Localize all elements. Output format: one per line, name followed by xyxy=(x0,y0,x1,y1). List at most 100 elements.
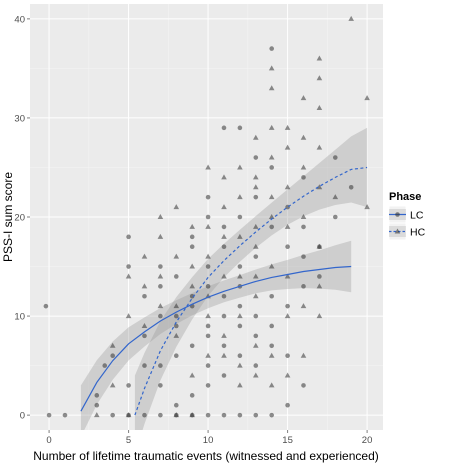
point-lc xyxy=(253,254,259,259)
point-hc xyxy=(205,352,211,358)
point-hc xyxy=(173,332,180,338)
fit-lines xyxy=(80,166,368,416)
point-lc xyxy=(102,363,108,368)
point-lc xyxy=(126,234,131,240)
point-lc xyxy=(301,224,306,230)
point-hc xyxy=(300,352,307,358)
legend-label-hc: HC xyxy=(410,227,426,239)
point-lc xyxy=(205,264,211,269)
point-lc xyxy=(269,323,274,329)
point-hc xyxy=(284,372,291,378)
point-hc xyxy=(252,293,259,299)
data-points xyxy=(43,15,370,418)
point-lc xyxy=(237,264,243,269)
point-lc xyxy=(285,303,290,309)
legend-marker-hc xyxy=(394,228,401,234)
point-lc xyxy=(221,293,227,299)
point-lc xyxy=(158,363,163,368)
point-lc xyxy=(173,274,179,279)
point-lc xyxy=(221,373,227,378)
point-hc xyxy=(125,273,132,279)
point-hc xyxy=(141,253,148,259)
point-lc xyxy=(285,244,290,250)
point-lc xyxy=(269,412,274,418)
point-hc xyxy=(300,134,307,140)
point-hc xyxy=(237,362,243,368)
point-hc xyxy=(316,144,323,150)
point-lc xyxy=(269,343,274,349)
point-lc xyxy=(205,363,211,368)
point-lc xyxy=(301,284,306,289)
point-hc xyxy=(252,134,259,140)
point-lc xyxy=(221,343,227,349)
point-lc xyxy=(189,234,195,240)
point-hc xyxy=(348,15,354,21)
point-hc xyxy=(221,204,227,210)
point-hc xyxy=(141,283,148,289)
point-hc xyxy=(221,233,227,239)
point-hc xyxy=(189,283,195,289)
point-hc xyxy=(268,85,275,91)
point-hc xyxy=(205,223,211,229)
point-hc xyxy=(284,144,291,150)
point-hc xyxy=(252,273,259,279)
point-lc xyxy=(237,323,243,329)
point-lc xyxy=(285,353,290,358)
point-lc xyxy=(253,333,259,339)
axis-ticks: 0 5 10 15 20 0 10 20 30 40 xyxy=(14,14,372,446)
point-hc xyxy=(268,154,275,160)
point-lc xyxy=(46,412,52,418)
point-hc xyxy=(252,342,259,348)
y-tick-label: 30 xyxy=(14,113,25,124)
point-hc xyxy=(221,332,227,338)
point-hc xyxy=(252,223,259,229)
point-lc xyxy=(142,333,147,339)
point-lc xyxy=(301,254,306,259)
y-tick-label: 20 xyxy=(14,213,25,224)
y-tick-label: 0 xyxy=(20,411,25,422)
legend-title: Phase xyxy=(389,191,421,203)
point-lc xyxy=(253,412,259,418)
point-hc xyxy=(173,204,180,210)
point-hc xyxy=(252,372,259,378)
point-lc xyxy=(158,383,163,388)
point-lc xyxy=(126,383,131,388)
point-lc xyxy=(332,214,338,220)
point-hc xyxy=(173,412,180,418)
point-hc xyxy=(173,303,180,309)
point-hc xyxy=(284,124,291,130)
point-lc xyxy=(205,412,211,418)
point-hc xyxy=(316,283,323,289)
x-tick-label: 5 xyxy=(126,435,131,446)
point-hc xyxy=(173,253,180,259)
point-hc xyxy=(189,223,195,229)
point-hc xyxy=(268,194,275,200)
point-lc xyxy=(237,353,243,358)
point-hc xyxy=(237,194,243,200)
point-hc xyxy=(316,55,323,61)
point-lc xyxy=(205,214,211,220)
point-hc xyxy=(221,352,227,358)
point-lc xyxy=(269,46,274,51)
point-lc xyxy=(43,303,49,309)
x-axis-title: Number of lifetime traumatic events (wit… xyxy=(33,449,379,463)
point-hc xyxy=(284,223,291,229)
point-lc xyxy=(189,393,195,398)
point-hc xyxy=(237,233,243,239)
point-lc xyxy=(62,412,68,418)
fit-line-lc xyxy=(80,265,352,412)
point-lc xyxy=(301,175,306,180)
point-lc xyxy=(221,224,227,230)
point-hc xyxy=(189,372,195,378)
point-lc xyxy=(285,402,290,408)
ribbon-lc xyxy=(80,240,352,430)
legend-item-lc: LC xyxy=(388,205,424,224)
point-lc xyxy=(142,293,147,299)
point-hc xyxy=(268,263,275,269)
point-hc xyxy=(109,342,116,348)
point-hc xyxy=(316,313,323,319)
point-hc xyxy=(141,322,148,328)
point-hc xyxy=(189,412,195,418)
